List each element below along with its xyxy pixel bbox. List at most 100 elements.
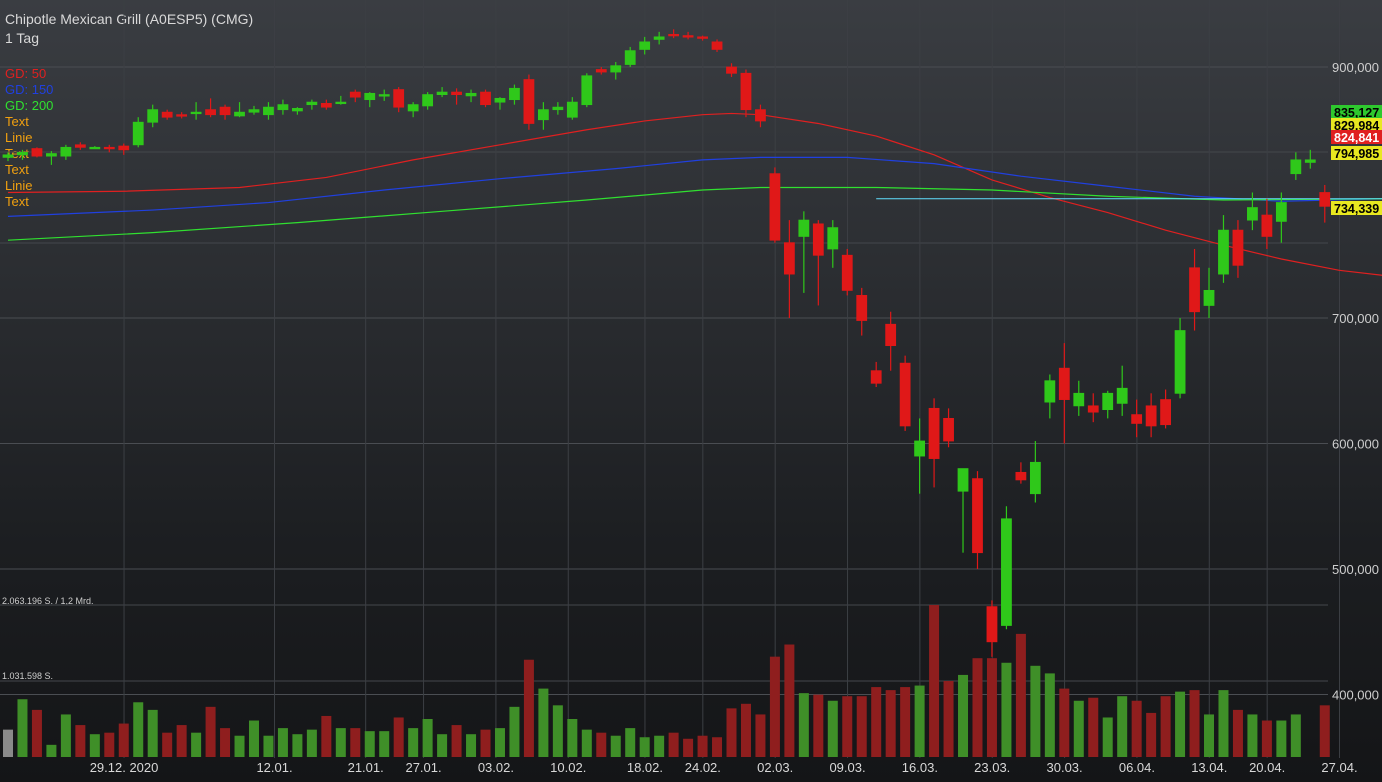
price-tag-label: 829,984 <box>1334 119 1379 133</box>
candle-body <box>870 370 882 384</box>
price-tag-label: 824,841 <box>1334 131 1379 145</box>
candle-body <box>335 101 347 105</box>
x-tick-label: 12.01. <box>256 760 292 775</box>
candle-body <box>827 227 839 250</box>
chart-interval: 1 Tag <box>5 30 39 46</box>
candle-body <box>1261 214 1273 237</box>
volume-bar <box>466 734 477 757</box>
x-tick-label: 02.03. <box>757 760 793 775</box>
volume-bar <box>1232 709 1243 757</box>
volume-bar <box>972 658 983 757</box>
x-tick-label: 20.04. <box>1249 760 1285 775</box>
candle-body <box>1203 289 1215 306</box>
volume-bar <box>1044 673 1055 757</box>
volume-bar <box>552 705 563 757</box>
candle-body <box>46 153 57 157</box>
candle-body <box>89 146 101 150</box>
candle-body <box>1247 207 1258 221</box>
volume-bar <box>683 738 694 757</box>
candle-body <box>320 102 332 108</box>
moving-average-line <box>7 186 1382 241</box>
candle-body <box>393 89 405 108</box>
candle-body <box>494 97 506 103</box>
candle-body <box>1218 229 1229 275</box>
volume-bar <box>379 731 390 757</box>
volume-mid-label: 1.031.598 S. <box>2 671 54 681</box>
volume-bar <box>31 709 42 757</box>
volume-bar <box>3 729 13 757</box>
volume-bar <box>1117 696 1128 757</box>
x-tick-label: 24.02. <box>685 760 721 775</box>
candle-body <box>17 151 28 156</box>
legend-item[interactable]: GD: 150 <box>5 82 54 97</box>
candle-body <box>364 92 376 101</box>
y-tick-label: 900,000 <box>1332 60 1379 75</box>
candle-body <box>263 106 274 116</box>
legend-item[interactable]: GD: 200 <box>5 98 54 113</box>
volume-bar <box>234 735 245 757</box>
candle-body <box>682 35 694 38</box>
candle-body <box>668 33 680 37</box>
candle-body <box>219 106 231 116</box>
volume-bar <box>827 700 838 757</box>
candle-body <box>1160 399 1171 426</box>
moving-average-line <box>7 156 1382 217</box>
candle-body <box>740 72 752 111</box>
candle-body <box>1290 159 1302 175</box>
x-tick-label: 23.03. <box>974 760 1010 775</box>
candle-body <box>277 104 289 111</box>
legend-item[interactable]: Text <box>5 114 29 129</box>
volume-bar <box>538 688 549 757</box>
candle-body <box>480 91 491 106</box>
volume-bar <box>1146 712 1157 757</box>
legend-item[interactable]: GD: 50 <box>5 66 47 81</box>
volume-bar <box>176 725 187 757</box>
volume-bar <box>75 725 86 757</box>
candle-body <box>1087 405 1099 413</box>
volume-bar <box>596 732 607 757</box>
candle-body <box>726 66 737 74</box>
x-tick-label: 29.12. 2020 <box>90 760 159 775</box>
volume-bar <box>639 737 650 757</box>
legend-item[interactable]: Text <box>5 162 29 177</box>
candle-body <box>1015 471 1027 481</box>
candle-body <box>899 362 911 427</box>
volume-bar <box>581 729 592 757</box>
volume-bar <box>1102 717 1113 757</box>
volume-max-label: 2.063.196 S. / 1,2 Mrd. <box>2 596 94 606</box>
candle-body <box>349 91 361 98</box>
candle-body <box>885 323 897 347</box>
candle-body <box>407 104 419 112</box>
volume-bar <box>856 696 867 757</box>
volume-bar <box>769 656 780 757</box>
candle-body <box>581 75 593 106</box>
legend-item[interactable]: Text <box>5 194 29 209</box>
volume-bar <box>104 732 115 757</box>
candle-body <box>291 108 303 112</box>
volume-bar <box>220 728 231 757</box>
candle-body <box>31 148 43 157</box>
candle-body <box>451 91 462 96</box>
volume-bar <box>1218 690 1229 757</box>
candle-body <box>60 146 72 157</box>
volume-bar <box>248 720 259 757</box>
legend-item[interactable]: Linie <box>5 178 33 193</box>
candle-body <box>841 254 853 291</box>
x-tick-label: 13.04. <box>1191 760 1227 775</box>
candle-body <box>943 417 954 442</box>
volume-bar <box>162 732 173 757</box>
volume-bar <box>813 694 824 757</box>
volume-bar <box>914 685 925 757</box>
volume-bar <box>1001 662 1012 757</box>
x-tick-label: 21.01. <box>348 760 384 775</box>
candle-body <box>1116 387 1128 404</box>
legend-item[interactable]: Linie <box>5 130 33 145</box>
volume-bar <box>46 744 57 757</box>
candle-body <box>74 144 86 148</box>
y-tick-label: 400,000 <box>1332 688 1379 703</box>
candle-body <box>422 94 434 107</box>
candle-body <box>132 121 144 146</box>
x-tick-label: 18.02. <box>627 760 663 775</box>
volume-bar <box>943 681 954 757</box>
